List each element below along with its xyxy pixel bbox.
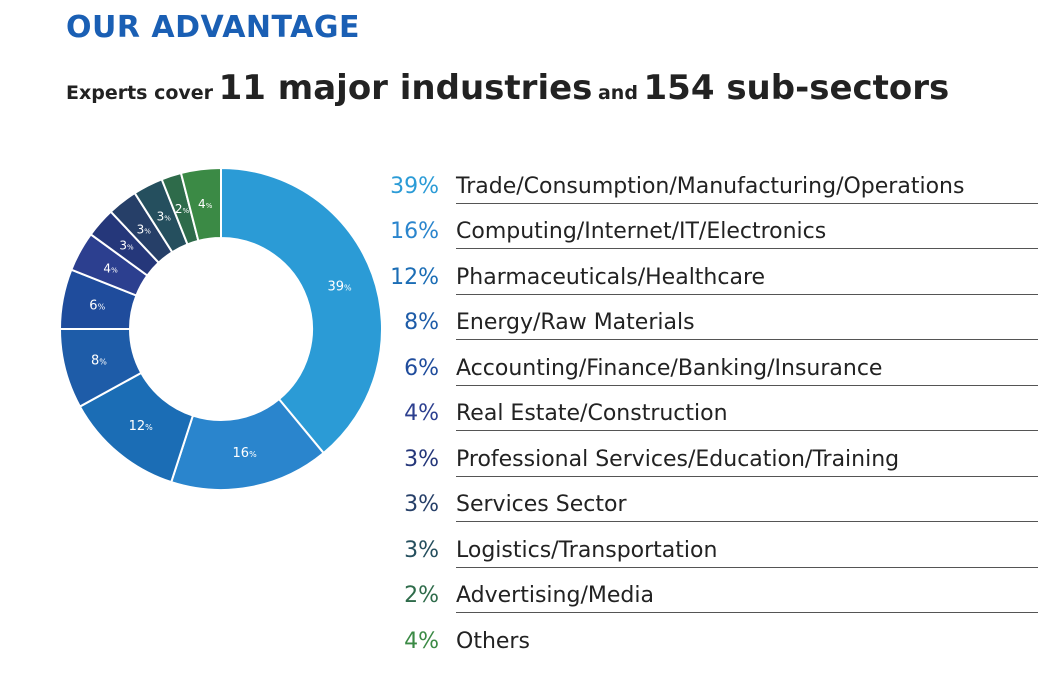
slice-value-label: 3% <box>119 239 134 253</box>
legend-label: Energy/Raw Materials <box>456 310 695 335</box>
slice-value-label: 3% <box>157 210 172 224</box>
industries-count: 11 major industries <box>218 68 593 108</box>
slice-value-label: 3% <box>137 222 152 236</box>
slice-value-label: 2% <box>175 202 190 216</box>
legend-label: Professional Services/Education/Training <box>456 446 900 472</box>
legend-value: 3% <box>404 446 439 472</box>
subtitle-prefix: Experts cover <box>66 82 214 104</box>
legend-item: 8% Energy/Raw Materials <box>383 295 1038 341</box>
slice-value-label: 39% <box>327 279 352 294</box>
legend-item: 12% Pharmaceuticals/Healthcare <box>383 249 1038 295</box>
legend-label: Advertising/Media <box>456 583 654 608</box>
legend-label: Trade/Consumption/Manufacturing/Operatio… <box>456 173 965 199</box>
legend-value: 12% <box>390 264 439 290</box>
legend-value: 16% <box>390 219 439 244</box>
legend-value: 3% <box>404 537 439 563</box>
donut-slice <box>220 166 383 455</box>
legend-label: Others <box>456 628 530 654</box>
legend-value: 4% <box>404 401 439 426</box>
slice-value-label: 12% <box>129 419 154 434</box>
donut-slice <box>179 166 222 243</box>
legend-item: 39% Trade/Consumption/Manufacturing/Opera… <box>383 158 1038 204</box>
legend-label: Logistics/Transportation <box>456 537 718 563</box>
legend-item: 3% Services Sector <box>383 477 1038 523</box>
legend-value: 39% <box>390 173 439 199</box>
slice-value-label: 6% <box>89 298 105 313</box>
legend-item: 3% Professional Services/Education/Traini… <box>383 431 1038 477</box>
slice-value-label: 4% <box>103 261 118 275</box>
legend-label: Services Sector <box>456 492 627 517</box>
donut-chart: 39%16%12%8%6%4%3%3%3%2%4% <box>58 166 383 491</box>
legend-item: 3% Logistics/Transportation <box>383 522 1038 568</box>
legend-item: 16% Computing/Internet/IT/Electronics <box>383 204 1038 250</box>
page-title: OUR ADVANTAGE <box>66 10 361 45</box>
legend-value: 2% <box>404 583 439 608</box>
legend-label: Computing/Internet/IT/Electronics <box>456 219 827 244</box>
legend-label: Pharmaceuticals/Healthcare <box>456 264 766 290</box>
legend-label: Real Estate/Construction <box>456 401 728 426</box>
slice-value-label: 16% <box>233 446 258 461</box>
legend-item: 4% Real Estate/Construction <box>383 386 1038 432</box>
legend-item: 6% Accounting/Finance/Banking/Insurance <box>383 340 1038 386</box>
legend-value: 8% <box>404 310 439 335</box>
subsectors-count: 154 sub-sectors <box>643 68 950 108</box>
subtitle-connector: and <box>597 82 638 104</box>
legend-value: 6% <box>404 355 439 381</box>
page-subtitle: Experts cover 11 major industries and 15… <box>66 68 949 108</box>
legend-value: 3% <box>404 492 439 517</box>
legend-item: 4% Others <box>383 613 1038 659</box>
slice-value-label: 4% <box>198 197 213 211</box>
legend-value: 4% <box>404 628 439 654</box>
slice-value-label: 8% <box>91 353 107 368</box>
legend-item: 2% Advertising/Media <box>383 568 1038 614</box>
legend-label: Accounting/Finance/Banking/Insurance <box>456 355 883 381</box>
chart-legend: 39% Trade/Consumption/Manufacturing/Opera… <box>383 158 1038 659</box>
